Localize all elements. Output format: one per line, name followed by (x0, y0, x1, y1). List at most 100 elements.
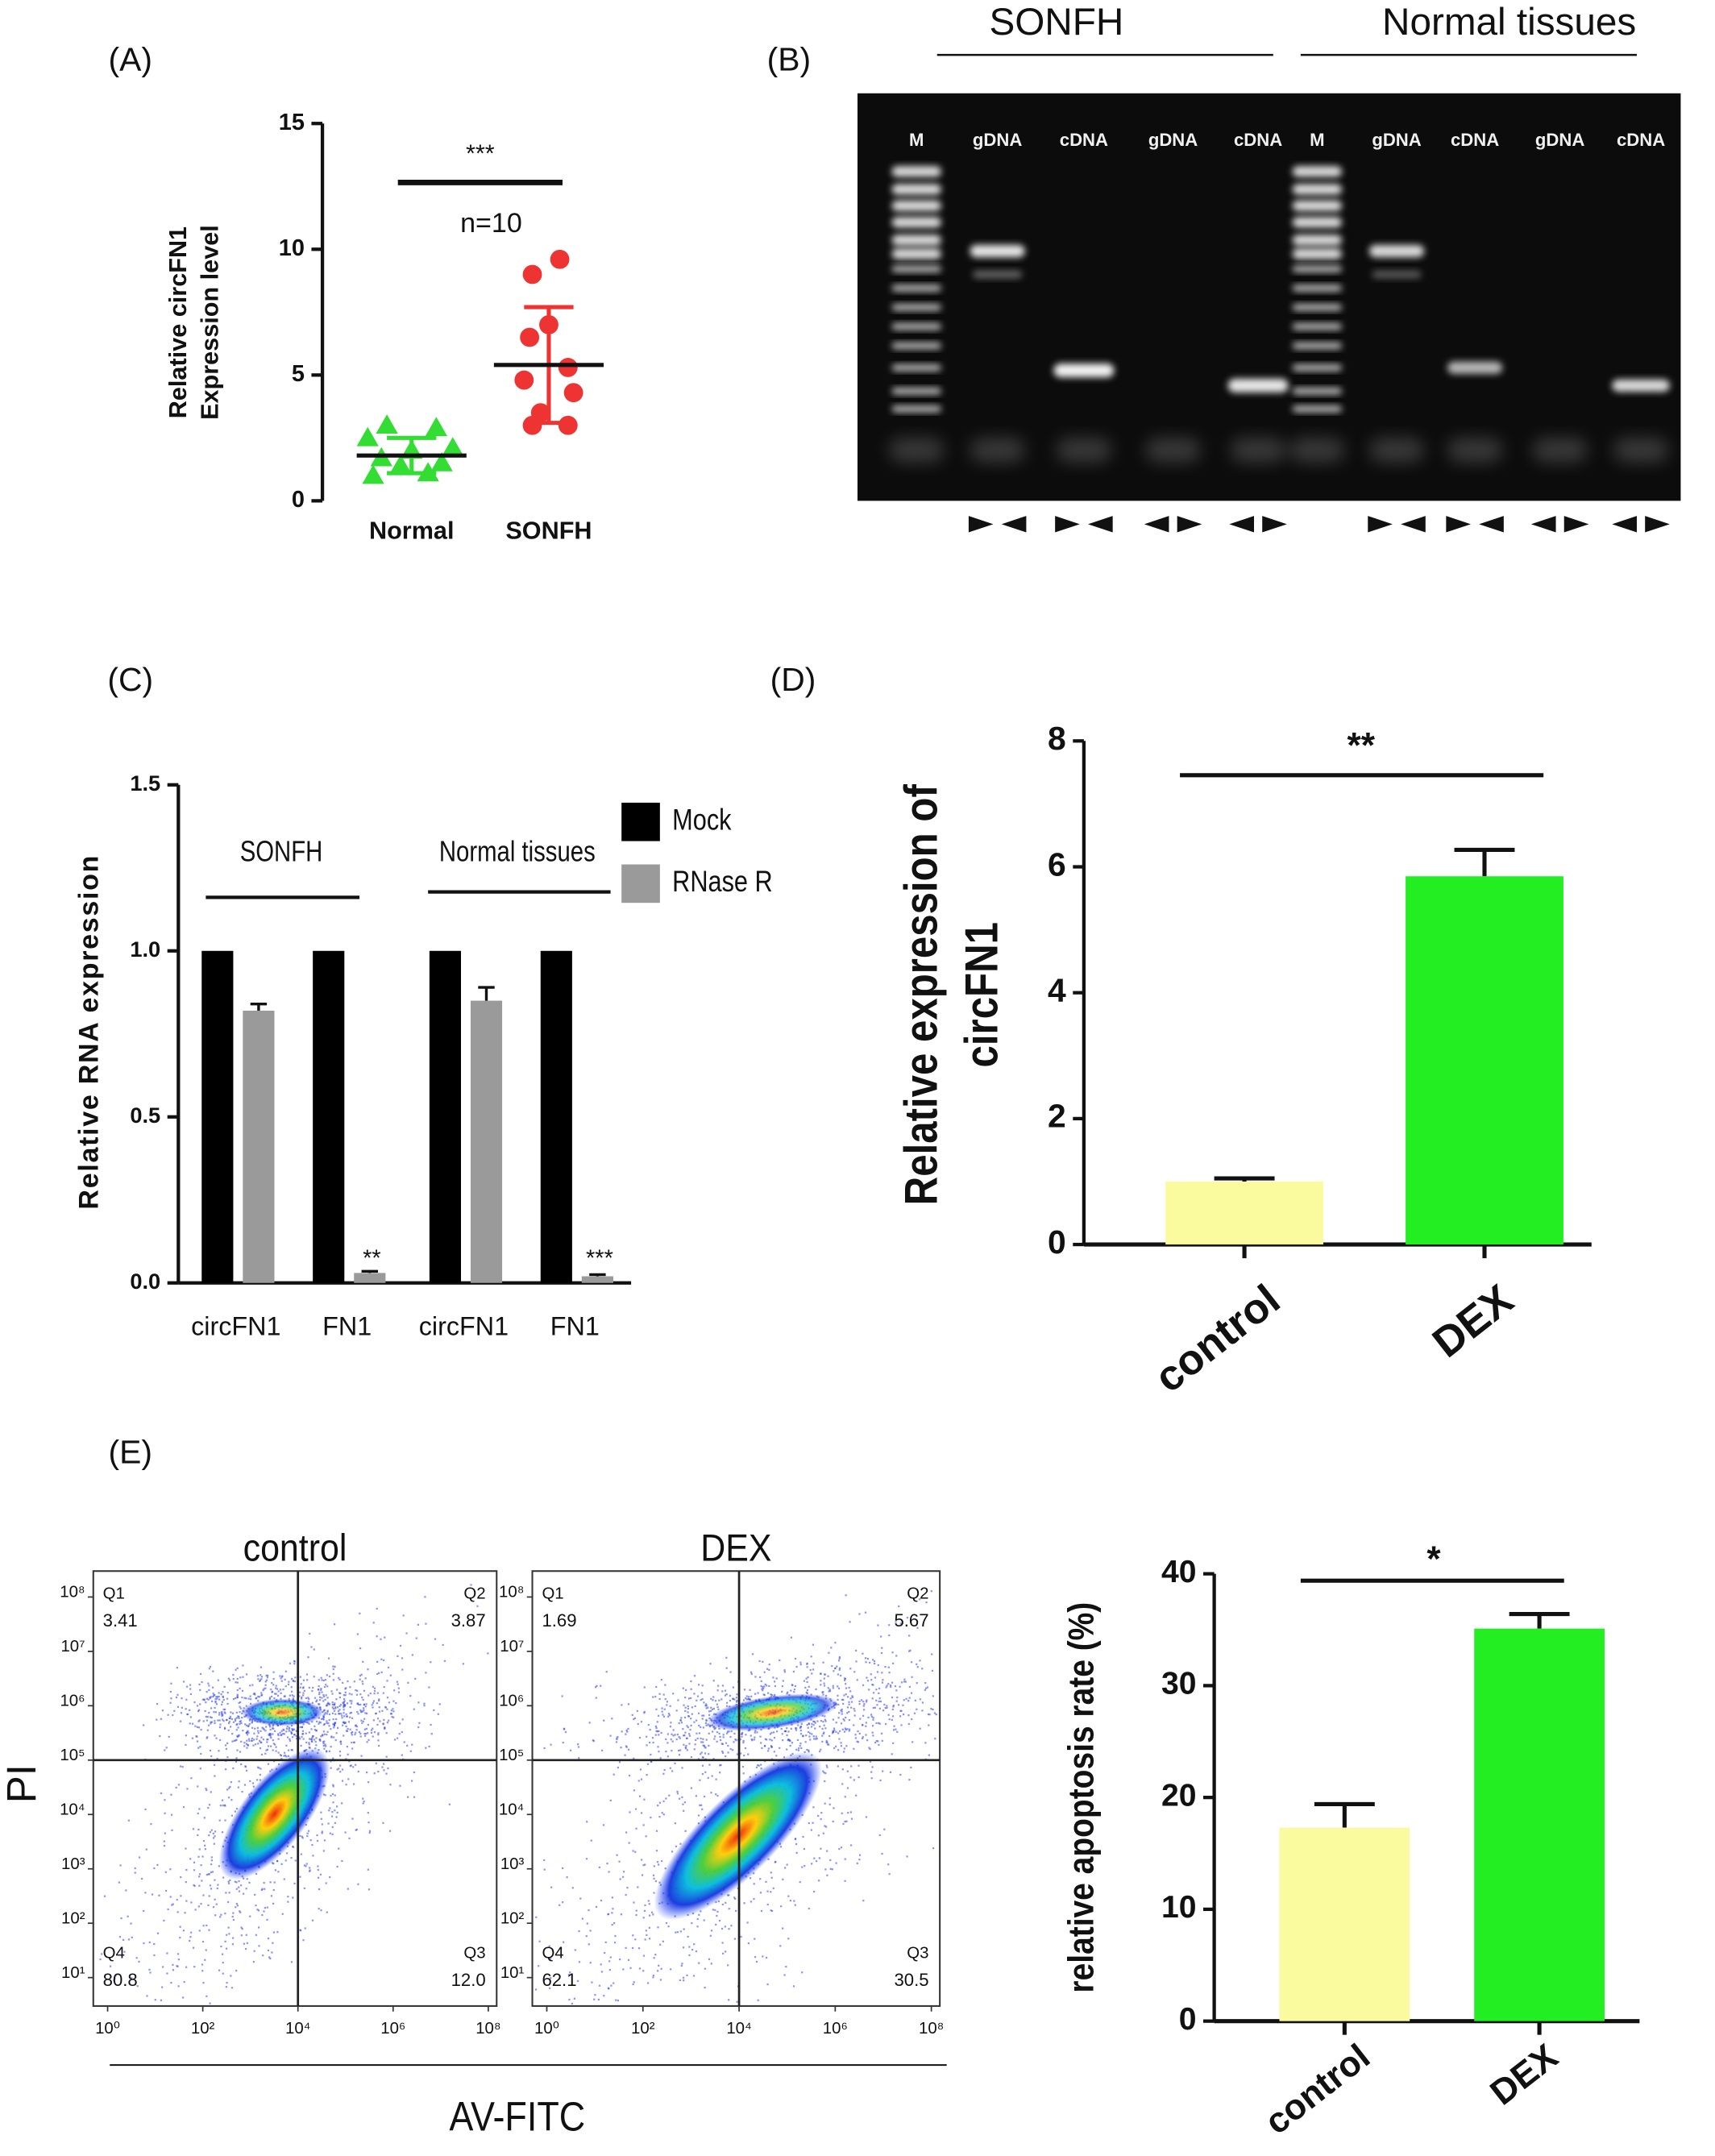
event-dot (235, 1739, 238, 1741)
event-dot (820, 1748, 822, 1751)
event-dot (764, 1683, 766, 1685)
event-dot (235, 1881, 238, 1884)
event-dot (876, 1671, 879, 1673)
event-dot (712, 1909, 714, 1911)
event-dot (206, 1873, 208, 1876)
event-dot (754, 1731, 756, 1734)
event-dot (835, 1730, 837, 1733)
event-dot (191, 1737, 193, 1739)
event-dot (705, 1739, 708, 1741)
event-dot (855, 1660, 858, 1663)
event-dot (308, 1722, 310, 1725)
event-dot (189, 1858, 192, 1860)
event-dot (351, 1732, 353, 1734)
event-dot (198, 1876, 201, 1878)
event-dot (272, 1888, 275, 1892)
y-tick-label: 10³ (61, 1855, 85, 1873)
event-dot (734, 1738, 737, 1741)
event-dot (679, 1737, 681, 1739)
event-dot (815, 1738, 817, 1740)
event-dot (487, 1652, 489, 1655)
event-dot (320, 1688, 322, 1690)
event-dot (225, 1947, 228, 1950)
event-dot (214, 1706, 216, 1709)
event-dot (742, 1739, 745, 1743)
event-dot (338, 1676, 340, 1680)
event-dot (853, 1707, 855, 1710)
event-dot (828, 1689, 831, 1691)
event-dot (335, 1698, 338, 1701)
event-dot (747, 1698, 750, 1701)
y-tick-label: 20 (1161, 1778, 1197, 1813)
event-dot (205, 1788, 207, 1790)
event-dot (359, 1735, 362, 1738)
event-dot (702, 1744, 704, 1747)
event-dot (234, 1718, 237, 1720)
event-dot (700, 1726, 702, 1729)
event-dot (202, 1894, 205, 1896)
event-dot (261, 1726, 264, 1729)
event-dot (856, 1679, 858, 1681)
event-dot (201, 1698, 205, 1701)
event-dot (239, 1705, 241, 1708)
event-dot (289, 1662, 292, 1664)
event-dot (209, 1696, 211, 1698)
event-dot (820, 1672, 822, 1675)
event-dot (215, 1903, 218, 1905)
event-dot (585, 1858, 588, 1860)
event-dot (232, 1721, 235, 1723)
event-dot (824, 1694, 828, 1697)
event-dot (680, 1964, 683, 1967)
event-dot (812, 1822, 814, 1824)
event-dot (600, 1963, 602, 1966)
event-dot (389, 1784, 392, 1786)
event-dot (144, 1808, 147, 1811)
event-dot (331, 1706, 334, 1709)
event-dot (255, 1697, 258, 1699)
event-dot (265, 1726, 268, 1728)
event-dot (588, 1909, 590, 1912)
event-dot (806, 1680, 808, 1684)
event-dot (310, 1646, 313, 1648)
event-dot (344, 1694, 347, 1697)
event-dot (879, 1779, 882, 1782)
event-dot (718, 1699, 720, 1701)
event-dot (632, 1934, 634, 1937)
event-dot (287, 1749, 290, 1751)
event-dot (308, 1686, 311, 1689)
event-dot (779, 1945, 782, 1947)
y-tick-label: 0 (1179, 2002, 1197, 2037)
event-dot (338, 1847, 340, 1850)
event-dot (363, 1709, 365, 1711)
event-dot (543, 1868, 546, 1871)
event-dot (428, 1686, 430, 1689)
quadrant-name: Q3 (907, 1945, 928, 1963)
event-dot (355, 1724, 357, 1726)
event-dot (808, 1751, 810, 1753)
event-dot (669, 1726, 672, 1728)
event-dot (270, 1737, 272, 1739)
event-dot (859, 1854, 862, 1856)
event-dot (804, 1741, 807, 1743)
event-dot (862, 1714, 865, 1717)
event-dot (643, 1798, 646, 1801)
event-dot (215, 1696, 218, 1698)
event-dot (830, 1647, 833, 1649)
event-dot (701, 1772, 704, 1776)
event-dot (283, 1878, 285, 1880)
event-dot (691, 1706, 694, 1709)
event-dot (214, 1830, 217, 1833)
event-dot (646, 1735, 648, 1738)
event-dot (303, 1864, 306, 1867)
event-dot (362, 1683, 364, 1685)
event-dot (280, 1676, 284, 1678)
event-dot (398, 1733, 401, 1735)
event-dot (235, 1723, 238, 1726)
event-dot (911, 1718, 913, 1721)
event-dot (696, 1699, 698, 1701)
event-dot (851, 1696, 854, 1698)
event-dot (578, 1961, 581, 1963)
event-dot (687, 1726, 689, 1729)
event-dot (235, 1681, 237, 1684)
